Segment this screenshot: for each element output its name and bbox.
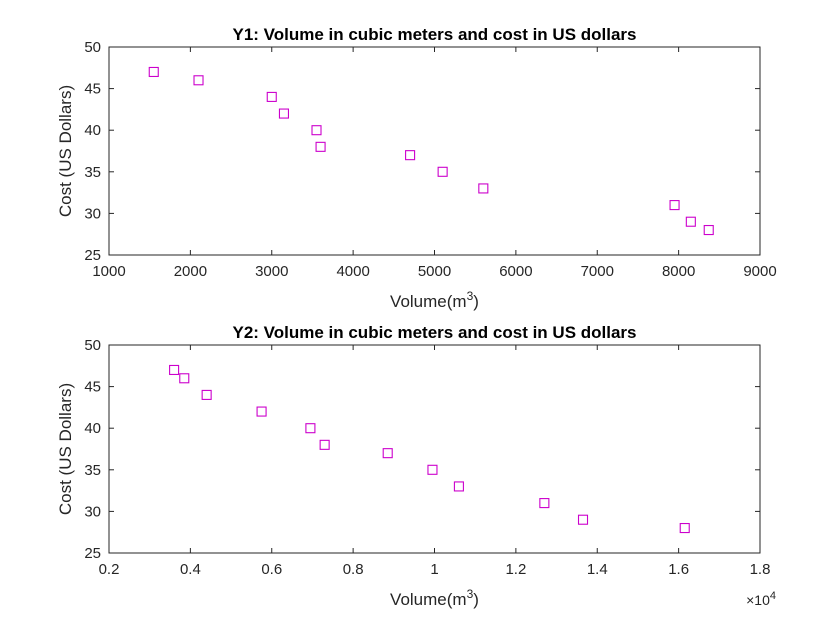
- data-point: [311, 125, 322, 136]
- x-axis-label-base: Volume(m: [390, 590, 467, 609]
- data-point: [319, 439, 330, 450]
- y-axis-label: Cost (US Dollars): [56, 85, 75, 217]
- y-tick-label: 45: [84, 379, 101, 396]
- subplot-bottom: 0.2 0.4 0.6 0.8 1 1.2 1.4 1.6 1.8 25 30 35 40 45 50 Y2:…: [56, 323, 776, 609]
- x-tick-label: 0.6: [261, 561, 282, 578]
- x-axis-exponent: ×104: [746, 590, 776, 608]
- data-point: [201, 389, 212, 400]
- data-point: [266, 91, 277, 102]
- x-tick-label: 8000: [662, 263, 695, 280]
- y-tick-label: 30: [84, 205, 101, 222]
- y-tick-label: 35: [84, 164, 101, 181]
- data-point: [437, 166, 448, 177]
- axes-box: [108, 46, 761, 256]
- x-tick-label: 0.8: [343, 561, 364, 578]
- y-axis-label: Cost (US Dollars): [56, 383, 75, 515]
- x-tick-label: 1.8: [750, 561, 771, 578]
- y-tick-label: 25: [84, 545, 101, 562]
- subplot-top: 1000 2000 3000 4000 5000 6000 7000 8000 9000 25 30…: [56, 25, 777, 311]
- x-tick-label: 2000: [174, 263, 207, 280]
- x-tick-label: 5000: [418, 263, 451, 280]
- x-axis-label: Volume(m3): [390, 587, 479, 609]
- data-point: [315, 141, 326, 152]
- data-point: [577, 514, 589, 525]
- x-tick-label: 1.2: [505, 561, 526, 578]
- y-tick-label: 25: [84, 247, 101, 264]
- x-tick-label: 1.4: [587, 561, 608, 578]
- y-tick-label: 35: [84, 462, 101, 479]
- x-tick-label: 0.4: [180, 561, 201, 578]
- x-axis-exponent-base: ×10: [746, 592, 770, 608]
- data-point: [679, 522, 690, 534]
- y-tick-label: 30: [84, 503, 101, 520]
- chart-title: Y1: Volume in cubic meters and cost in U…: [232, 25, 636, 44]
- x-axis-label-close: ): [473, 590, 479, 609]
- x-tick-label: 7000: [581, 263, 614, 280]
- y-tick-label: 40: [84, 122, 101, 139]
- data-point: [193, 75, 204, 86]
- data-point: [539, 498, 550, 509]
- data-point: [382, 448, 393, 459]
- x-axis-label-superscript: 3: [467, 289, 474, 303]
- data-point: [179, 373, 190, 384]
- x-axis-label-close: ): [473, 292, 479, 311]
- x-tick-label: 6000: [499, 263, 532, 280]
- x-tick-label: 1000: [92, 263, 125, 280]
- x-tick-label: 9000: [743, 263, 776, 280]
- data-point: [478, 183, 489, 194]
- x-axis-label-superscript: 3: [467, 587, 474, 601]
- data-point: [148, 66, 159, 78]
- y-tick-label: 50: [84, 337, 101, 354]
- x-axis-label: Volume(m3): [390, 289, 479, 311]
- x-tick-label: 0.2: [99, 561, 120, 578]
- data-point: [256, 406, 267, 417]
- x-tick-label: 4000: [336, 263, 369, 280]
- data-point: [278, 108, 290, 119]
- data-point: [685, 216, 696, 227]
- data-point: [305, 423, 316, 434]
- x-axis-exponent-power: 4: [770, 590, 776, 602]
- axes-box: [108, 344, 761, 554]
- x-axis-label-base: Volume(m: [390, 292, 467, 311]
- data-point: [405, 150, 416, 161]
- data-point: [669, 200, 680, 211]
- data-point: [703, 224, 714, 236]
- data-point: [453, 481, 464, 492]
- x-tick-label: 3000: [255, 263, 288, 280]
- y-tick-label: 45: [84, 81, 101, 98]
- y-tick-label: 50: [84, 39, 101, 56]
- y-tick-label: 40: [84, 420, 101, 437]
- x-tick-label: 1.6: [668, 561, 689, 578]
- x-tick-label: 1: [430, 561, 438, 578]
- chart-title: Y2: Volume in cubic meters and cost in U…: [232, 323, 636, 342]
- data-point: [169, 364, 180, 376]
- data-point: [427, 464, 438, 475]
